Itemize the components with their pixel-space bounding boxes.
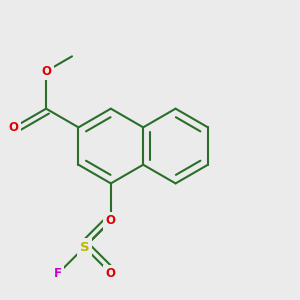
Text: O: O	[106, 214, 116, 227]
Text: F: F	[54, 267, 62, 280]
Text: O: O	[9, 121, 19, 134]
Text: O: O	[106, 267, 116, 280]
Text: O: O	[106, 214, 116, 227]
Text: S: S	[80, 241, 89, 254]
Text: O: O	[41, 65, 51, 78]
